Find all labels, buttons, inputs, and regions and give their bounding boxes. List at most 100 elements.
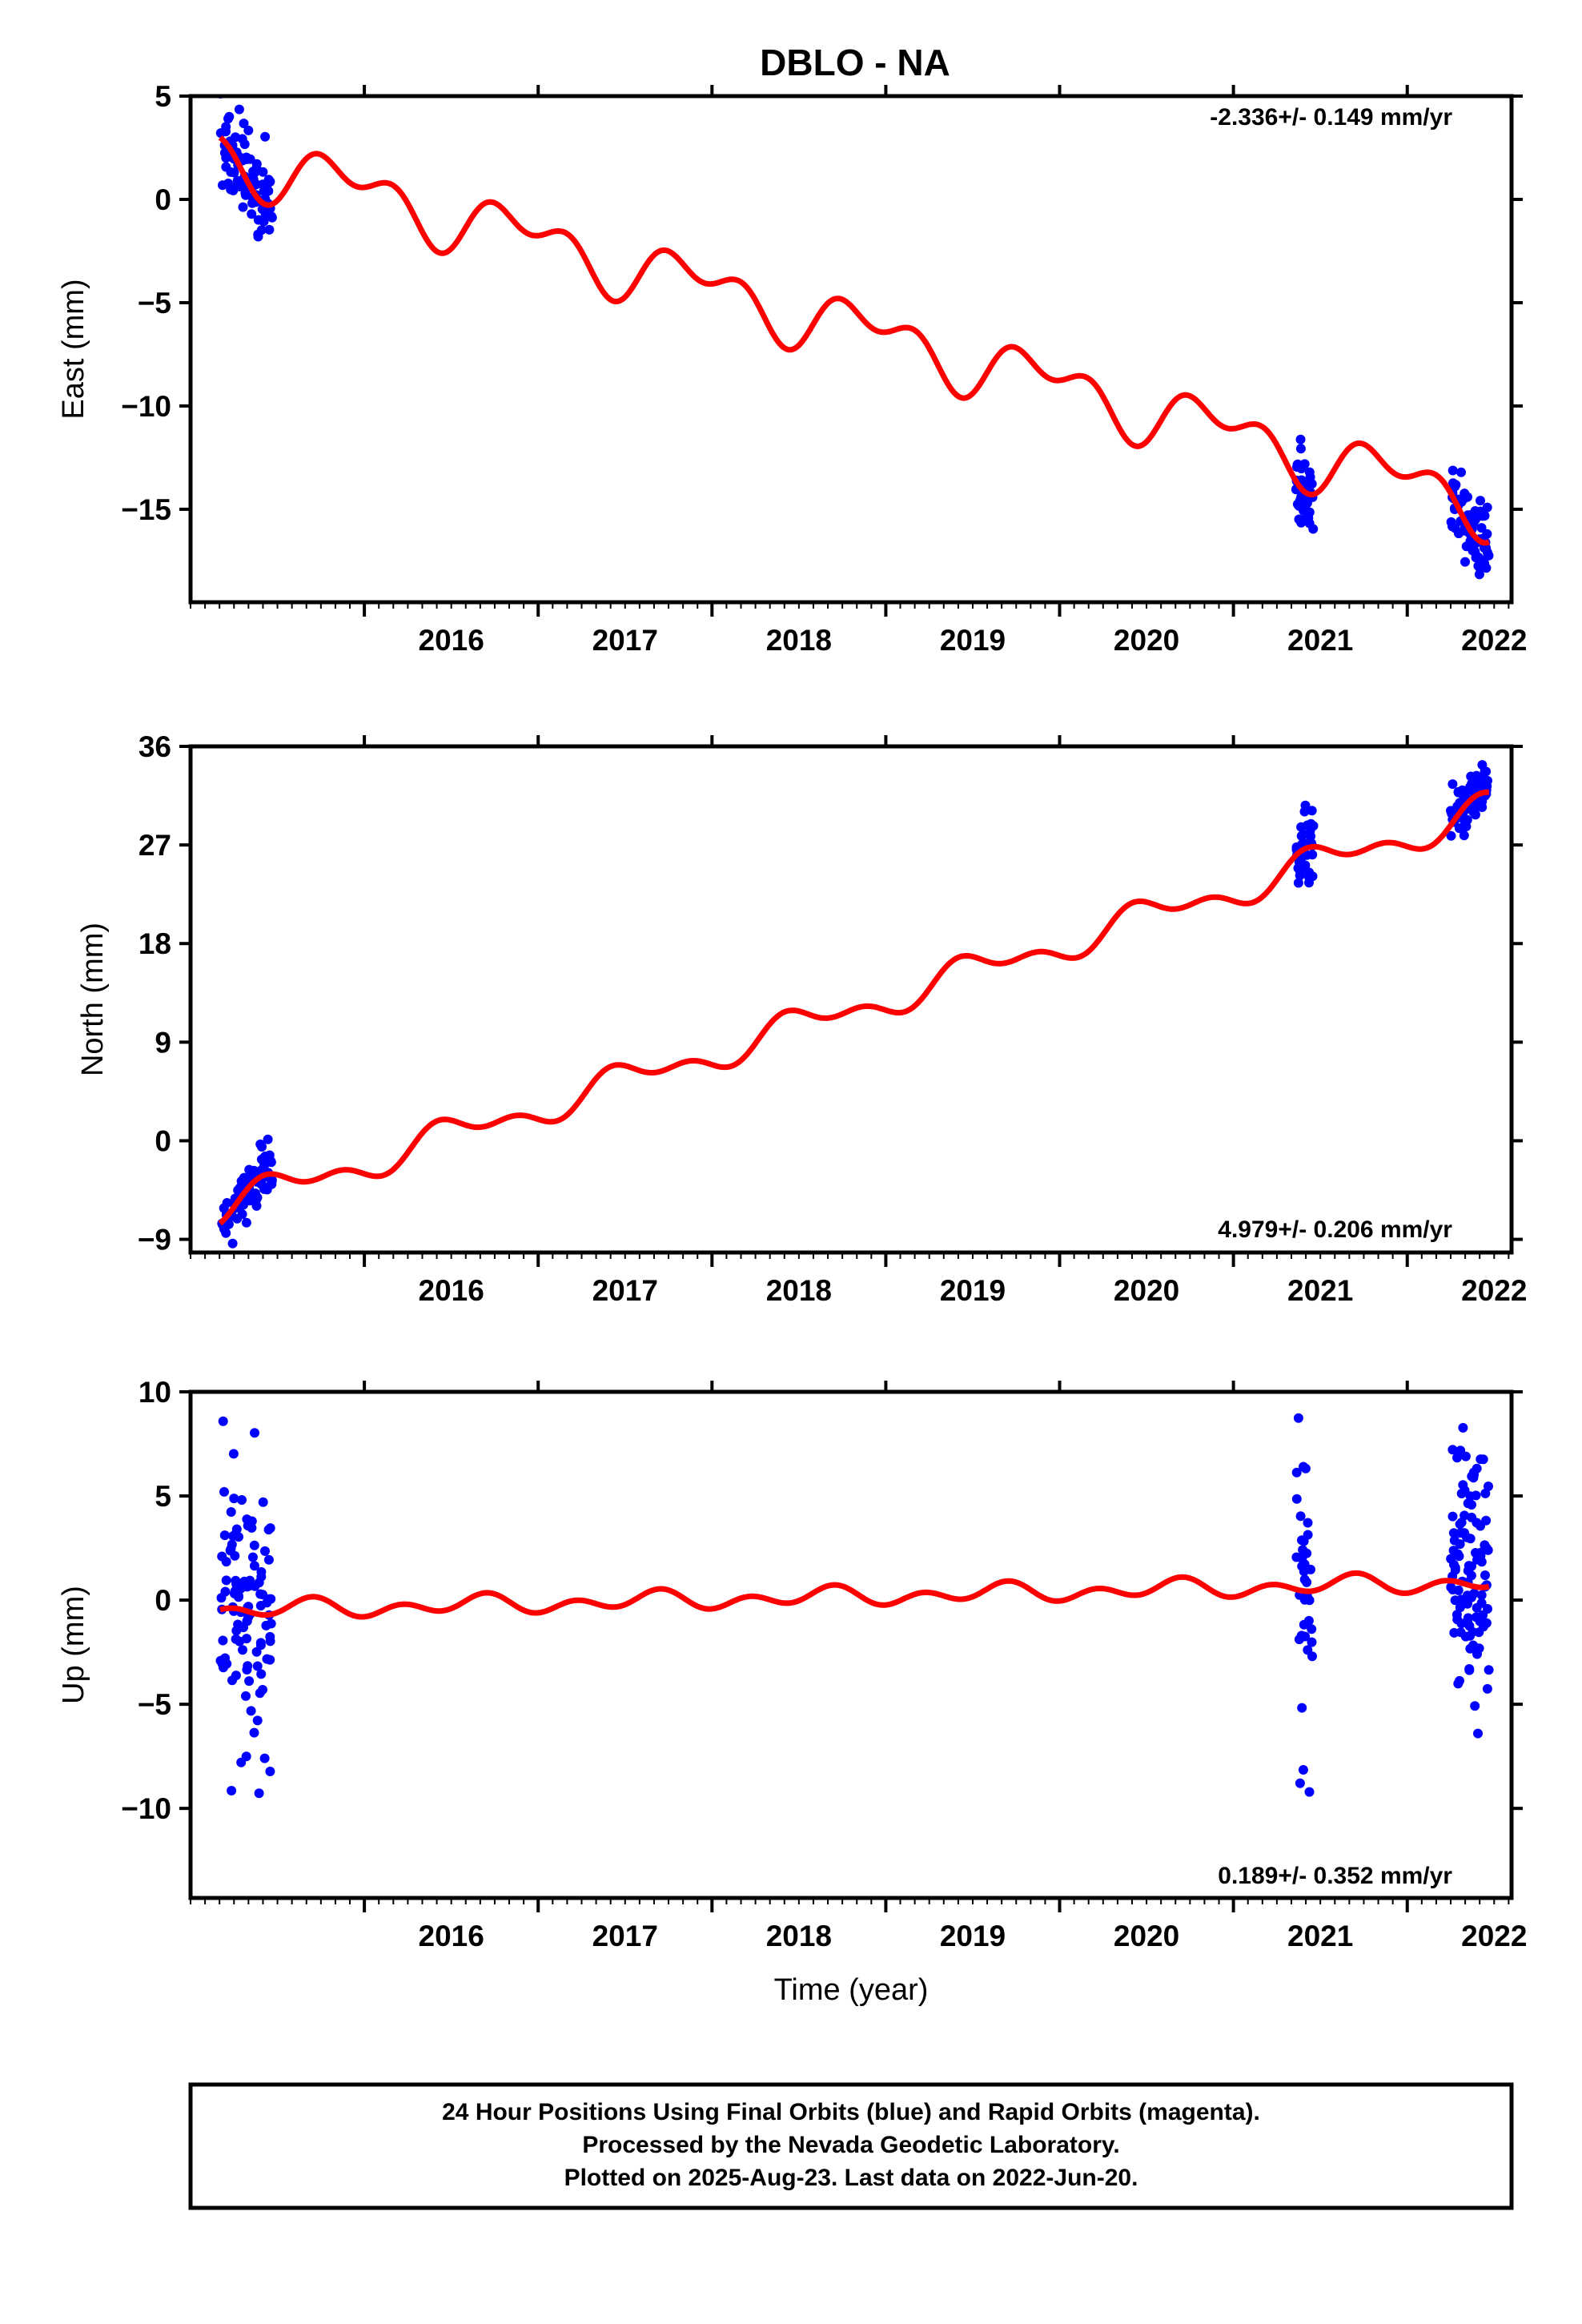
data-point-up xyxy=(1470,1701,1480,1711)
data-point-up xyxy=(265,1636,275,1647)
x-tick-label-east: 2017 xyxy=(592,624,658,657)
data-point-north xyxy=(1468,806,1479,817)
data-point-up xyxy=(244,1676,255,1687)
data-point-up xyxy=(252,1715,263,1726)
data-point-up xyxy=(1460,1510,1470,1521)
data-point-up xyxy=(1299,1566,1309,1577)
data-point-up xyxy=(231,1524,242,1534)
x-tick-label-up: 2021 xyxy=(1287,1920,1353,1952)
data-point-up xyxy=(1302,1577,1312,1587)
data-point-up xyxy=(260,1546,270,1556)
data-point-east xyxy=(243,125,254,135)
data-point-east xyxy=(1301,513,1311,524)
data-point-up xyxy=(1303,1518,1313,1528)
data-point-up xyxy=(1476,1454,1486,1465)
data-point-east xyxy=(223,114,233,124)
data-point-up xyxy=(1291,1494,1302,1504)
data-point-north xyxy=(1307,806,1317,816)
data-point-up xyxy=(227,1675,237,1686)
plot-area-up xyxy=(215,1413,1494,1799)
data-point-east xyxy=(231,132,240,143)
caption-box: 24 Hour Positions Using Final Orbits (bl… xyxy=(188,2082,1514,2210)
x-tick-label-up: 2019 xyxy=(940,1920,1006,1952)
data-point-east xyxy=(239,119,249,129)
data-point-north xyxy=(244,1193,255,1204)
data-point-up xyxy=(1455,1519,1465,1530)
data-point-east xyxy=(234,104,244,115)
data-point-up xyxy=(1458,1422,1468,1433)
data-point-east xyxy=(1450,523,1460,533)
data-point-up xyxy=(243,1661,253,1671)
data-point-up xyxy=(1294,1634,1304,1645)
data-point-north xyxy=(1296,830,1307,841)
x-tick-label-east: 2016 xyxy=(419,624,484,657)
data-point-up xyxy=(258,1497,268,1507)
x-axis-label: Time (year) xyxy=(774,1973,929,2007)
x-tick-label-north: 2018 xyxy=(766,1274,832,1307)
data-point-up xyxy=(263,1525,274,1535)
data-point-north xyxy=(1458,822,1468,833)
y-tick-label-north: 0 xyxy=(155,1124,171,1157)
data-point-up xyxy=(256,1571,267,1582)
data-point-up xyxy=(1297,1703,1307,1713)
data-point-up xyxy=(239,1576,250,1586)
y-tick-label-north: 18 xyxy=(139,927,171,960)
data-point-up xyxy=(1474,1627,1484,1638)
data-point-east xyxy=(1294,514,1304,525)
data-point-north xyxy=(1300,800,1311,810)
data-point-up xyxy=(1455,1675,1464,1686)
data-point-north xyxy=(259,1160,270,1170)
data-point-north xyxy=(255,1139,266,1149)
x-tick-label-up: 2016 xyxy=(419,1920,484,1952)
x-tick-label-up: 2017 xyxy=(592,1920,658,1952)
data-point-north xyxy=(1447,779,1458,790)
plot-area-north xyxy=(217,760,1492,1248)
x-tick-label-north: 2019 xyxy=(940,1274,1006,1307)
data-point-up xyxy=(1465,1643,1476,1654)
model-curve-east xyxy=(218,135,1490,546)
data-point-up xyxy=(1463,1566,1473,1576)
data-point-east xyxy=(1456,467,1466,477)
data-point-up xyxy=(1298,1765,1308,1775)
x-tick-label-up: 2022 xyxy=(1461,1920,1527,1952)
data-point-up xyxy=(1449,1535,1460,1546)
model-curve-up xyxy=(219,1570,1490,1620)
data-point-east xyxy=(239,139,250,150)
data-point-up xyxy=(1293,1413,1303,1423)
x-tick-label-north: 2020 xyxy=(1114,1274,1179,1307)
x-tick-label-up: 2018 xyxy=(766,1920,832,1952)
data-point-east xyxy=(259,216,269,227)
data-point-up xyxy=(1452,1453,1462,1463)
data-point-up xyxy=(1291,1552,1302,1562)
data-point-north xyxy=(240,1176,250,1187)
y-tick-label-east: 0 xyxy=(155,183,171,216)
data-point-east xyxy=(241,152,251,163)
data-point-up xyxy=(1476,1590,1487,1600)
data-point-east xyxy=(1476,496,1485,506)
data-point-up xyxy=(241,1691,251,1701)
data-point-east xyxy=(1447,465,1458,476)
data-point-up xyxy=(225,1546,235,1556)
data-point-north xyxy=(1307,850,1318,860)
plot-frame-up xyxy=(188,1389,1514,1900)
data-point-east xyxy=(1307,479,1317,489)
data-point-up xyxy=(252,1661,263,1671)
data-point-east xyxy=(1470,546,1480,557)
data-point-up xyxy=(265,1767,275,1776)
data-point-up xyxy=(1307,1637,1317,1647)
data-point-north xyxy=(1296,858,1306,868)
data-point-up xyxy=(1295,1511,1306,1522)
data-point-up xyxy=(1456,1627,1466,1638)
data-point-east xyxy=(238,202,248,212)
x-tick-label-east: 2020 xyxy=(1114,624,1179,657)
data-point-up xyxy=(1465,1630,1476,1641)
ylabel-north: North (mm) xyxy=(76,923,110,1076)
data-point-up xyxy=(249,1561,259,1571)
x-tick-label-east: 2022 xyxy=(1461,624,1527,657)
data-point-up xyxy=(1448,1528,1459,1538)
data-point-up xyxy=(229,1494,239,1504)
data-point-north xyxy=(1293,878,1303,888)
data-point-east xyxy=(1299,505,1309,516)
data-point-up xyxy=(241,1751,251,1762)
data-point-up xyxy=(1455,1602,1465,1613)
